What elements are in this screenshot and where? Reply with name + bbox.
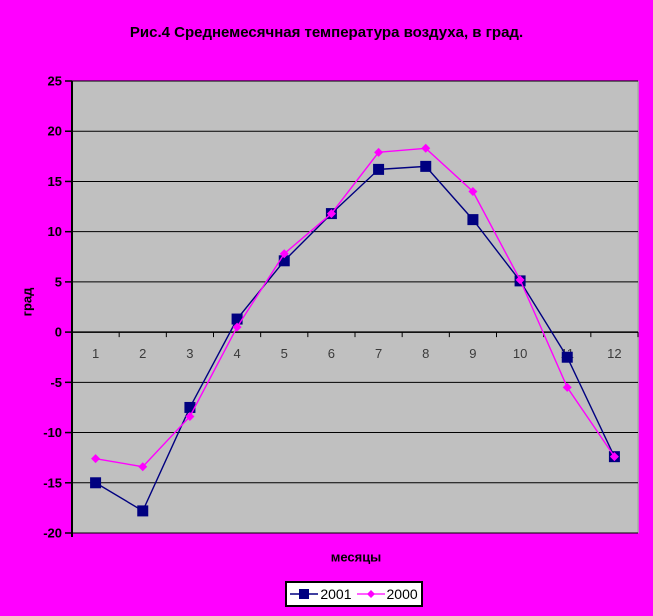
x-tick-label: 5 — [281, 346, 288, 361]
marker-square — [278, 255, 290, 267]
legend-label-2001: 2001 — [320, 586, 352, 602]
marker-diamond — [185, 411, 195, 421]
marker-square — [373, 163, 385, 175]
marker-square — [184, 401, 196, 413]
gridlines — [72, 80, 638, 534]
legend-label-2000: 2000 — [386, 586, 418, 602]
marker-diamond — [515, 275, 525, 285]
marker-diamond — [138, 462, 148, 472]
y-tick-label: 5 — [55, 274, 62, 289]
marker-square — [420, 160, 432, 172]
legend-marker-square-icon — [290, 589, 319, 599]
marker-diamond — [421, 143, 431, 153]
y-axis-ticks — [65, 80, 72, 534]
marker-square — [137, 505, 149, 517]
legend-entry-2000: 2000 — [356, 586, 418, 602]
y-tick-label: 15 — [48, 174, 62, 189]
x-axis-ticks — [71, 332, 639, 338]
y-tick-label: -15 — [43, 475, 62, 490]
marker-diamond — [468, 186, 478, 196]
y-axis-labels: -20 -15 -10 -5 0 5 10 15 20 25 — [43, 74, 62, 541]
marker-diamond — [374, 147, 384, 157]
marker-diamond — [91, 454, 101, 464]
plot-area — [72, 81, 638, 533]
marker-diamond — [279, 249, 289, 259]
series-2000 — [91, 143, 619, 472]
x-tick-label: 4 — [233, 346, 240, 361]
x-tick-label: 2 — [139, 346, 146, 361]
x-tick-label: 6 — [328, 346, 335, 361]
y-tick-label: -20 — [43, 526, 62, 541]
x-tick-label: 3 — [186, 346, 193, 361]
x-tick-label: 7 — [375, 346, 382, 361]
y-tick-label: -5 — [50, 375, 62, 390]
x-tick-label: 9 — [469, 346, 476, 361]
x-tick-label: 12 — [607, 346, 621, 361]
legend-marker-diamond-icon — [356, 590, 385, 598]
x-tick-label: 8 — [422, 346, 429, 361]
y-axis-title: град — [19, 287, 35, 317]
marker-square — [561, 351, 573, 363]
x-tick-label: 1 — [92, 346, 99, 361]
y-tick-label: 20 — [48, 124, 62, 139]
y-tick-label: 10 — [48, 224, 62, 239]
chart-title: Рис.4 Среднемесячная температура воздуха… — [129, 24, 524, 41]
y-tick-label: -10 — [43, 425, 62, 440]
marker-diamond — [232, 322, 242, 332]
series-line-2000 — [95, 147, 615, 468]
x-axis-title: месяцы — [330, 549, 382, 565]
legend: 2001 2000 — [285, 581, 423, 607]
y-tick-label: 0 — [55, 325, 62, 340]
marker-diamond — [562, 382, 572, 392]
x-tick-label: 10 — [513, 346, 527, 361]
marker-square — [231, 313, 243, 325]
marker-square — [90, 477, 102, 489]
marker-diamond — [326, 209, 336, 219]
x-axis-labels: 123456789101112 — [92, 346, 622, 361]
marker-diamond — [609, 452, 619, 462]
legend-entry-2001: 2001 — [290, 586, 352, 602]
y-tick-label: 25 — [48, 74, 62, 89]
marker-square — [467, 214, 479, 226]
